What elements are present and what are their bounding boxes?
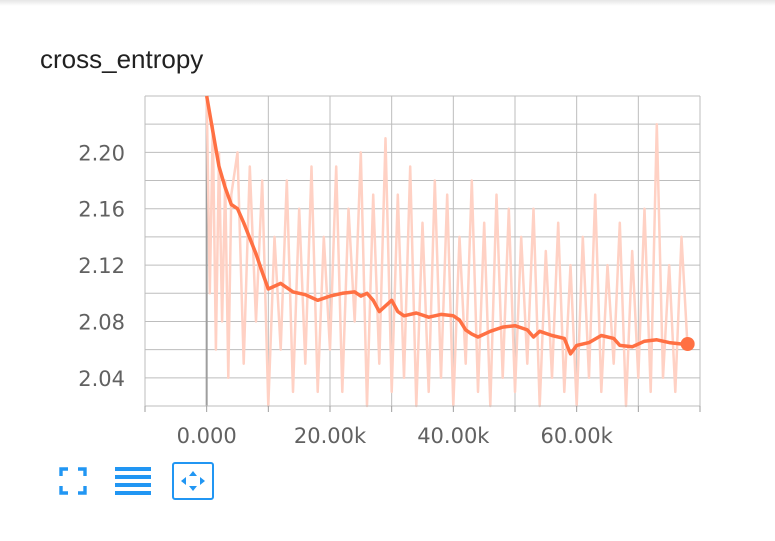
- fit-domain-button[interactable]: [172, 462, 214, 500]
- x-tick-label: 60.00k: [541, 424, 614, 448]
- fit-domain-icon: [181, 471, 205, 491]
- x-tick-label: 0.000: [177, 424, 237, 448]
- cross-entropy-chart[interactable]: 0.000 20.00k 40.00k 60.00k 2.04 2.08 2.12 2.16 2…: [0, 0, 775, 460]
- fullscreen-button[interactable]: [52, 462, 94, 500]
- x-tick-label: 40.00k: [417, 424, 490, 448]
- x-tick-label: 20.00k: [294, 424, 367, 448]
- last-point-marker: [680, 337, 695, 351]
- smoothed-series-layer: [204, 95, 695, 356]
- data-selection-icon: [115, 467, 151, 495]
- axis-layer: 0.000 20.00k 40.00k 60.00k 2.04 2.08 2.12 2.16 2…: [78, 141, 701, 448]
- card-title: cross_entropy: [40, 44, 204, 74]
- fullscreen-icon: [59, 467, 87, 495]
- y-tick-label: 2.04: [78, 367, 125, 391]
- raw-series-layer: [205, 95, 689, 408]
- y-tick-label: 2.12: [78, 254, 125, 278]
- y-tick-label: 2.08: [78, 310, 125, 334]
- chart-toolbar: [52, 462, 232, 500]
- card-top-shadow: [0, 0, 775, 6]
- toggle-data-selection-button[interactable]: [112, 462, 154, 500]
- y-tick-label: 2.16: [78, 198, 125, 222]
- smoothed-series-line: [204, 95, 688, 356]
- raw-series-line: [205, 95, 689, 408]
- y-tick-label: 2.20: [78, 141, 125, 165]
